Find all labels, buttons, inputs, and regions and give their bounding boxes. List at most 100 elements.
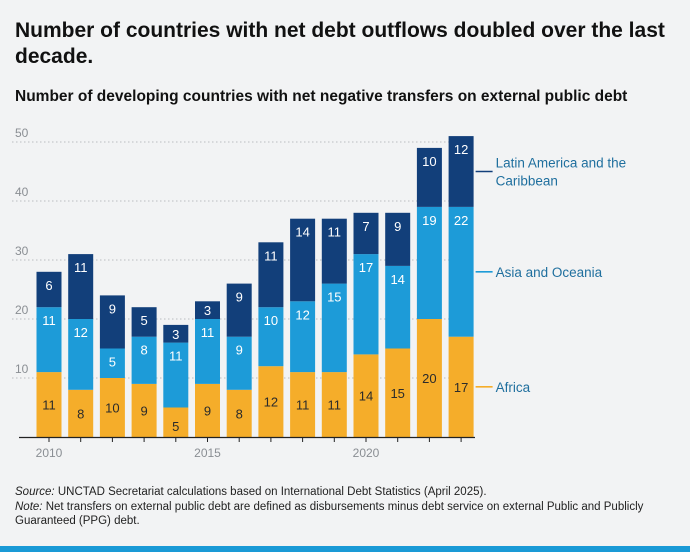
- bar-segment: [99, 348, 125, 378]
- data-label: 14: [295, 225, 309, 240]
- data-label: 11: [296, 398, 310, 413]
- note-line: Note: Net transfers on external public d…: [15, 500, 675, 529]
- bar-segment: [68, 389, 94, 437]
- chart-footer: Source: UNCTAD Secretariat calculations …: [15, 485, 675, 529]
- note-label: Note:: [15, 500, 43, 513]
- data-label: 12: [264, 395, 278, 410]
- x-tick-label: 2015: [194, 446, 221, 460]
- y-tick-label: 30: [15, 244, 29, 258]
- data-label: 15: [390, 386, 404, 401]
- data-label: 9: [394, 219, 401, 234]
- bar-segment: [68, 319, 94, 390]
- data-label: 11: [42, 398, 56, 413]
- x-tick-label: 2020: [353, 446, 380, 460]
- legend-label: Latin America and the Caribbean: [496, 156, 627, 189]
- data-label: 11: [328, 398, 342, 413]
- note-text: Net transfers on external public debt ar…: [15, 500, 644, 528]
- bar-segment: [99, 378, 125, 437]
- bar-segment: [321, 372, 347, 437]
- data-label: 10: [422, 154, 436, 169]
- data-label: 9: [140, 403, 147, 418]
- y-tick-label: 40: [15, 185, 29, 199]
- bar-segment: [321, 283, 347, 373]
- chart-title: Number of countries with net debt outflo…: [15, 19, 665, 68]
- bar-segment: [353, 354, 379, 437]
- bar-segment: [163, 342, 189, 408]
- data-label: 8: [77, 406, 84, 421]
- bar-segment: [258, 242, 284, 308]
- data-label: 22: [454, 213, 468, 228]
- data-label: 19: [422, 213, 436, 228]
- data-label: 8: [140, 343, 147, 358]
- bar-segment: [195, 301, 220, 319]
- data-label: 12: [454, 142, 468, 157]
- data-label: 12: [295, 307, 309, 322]
- data-label: 9: [236, 290, 243, 305]
- source-text: UNCTAD Secretariat calculations based on…: [54, 486, 487, 498]
- data-label: 12: [73, 325, 87, 340]
- data-label: 11: [42, 313, 56, 328]
- brand-accent-bar: [0, 546, 690, 552]
- bar-segment: [353, 254, 379, 355]
- data-label: 20: [422, 371, 436, 386]
- bar-segment: [68, 254, 94, 319]
- legend-label: Asia and Oceania: [496, 265, 603, 280]
- bar-segment: [163, 324, 189, 343]
- data-label: 9: [236, 343, 243, 358]
- bar-segment: [226, 389, 252, 437]
- bar-segment: [195, 383, 220, 437]
- bar-segment: [36, 271, 62, 308]
- bar-segment: [131, 336, 157, 384]
- data-label: 7: [362, 219, 369, 234]
- data-label: 11: [169, 349, 183, 364]
- bar-segment: [448, 206, 474, 337]
- bar-segment: [290, 372, 316, 437]
- chart-subtitle: Number of developing countries with net …: [15, 88, 628, 105]
- data-label: 11: [74, 260, 88, 275]
- bar-segment: [321, 218, 347, 284]
- data-label: 10: [105, 401, 119, 416]
- data-label: 8: [236, 406, 243, 421]
- data-label: 11: [328, 225, 342, 240]
- source-line: Source: UNCTAD Secretariat calculations …: [15, 485, 675, 500]
- y-tick-label: 50: [15, 126, 29, 140]
- bar-segment: [258, 366, 284, 437]
- bar-segment: [36, 307, 62, 373]
- data-label: 5: [140, 313, 147, 328]
- data-label: 10: [264, 313, 278, 328]
- bar-segment: [258, 307, 284, 367]
- bar-segment: [385, 348, 411, 437]
- y-tick-label: 20: [15, 303, 29, 317]
- bar-segment: [226, 283, 252, 337]
- bar-segment: [290, 218, 316, 302]
- data-label: 9: [204, 403, 211, 418]
- data-label: 3: [204, 303, 211, 318]
- bar-segment: [353, 212, 379, 255]
- bar-segment: [448, 136, 474, 207]
- legend-label: Africa: [496, 380, 531, 395]
- stacked-bar-chart: 10 20 30 40 50 11 8 10 9 5 9 8 12 11 11 14 15 20 17 11 12 5 8 1…: [12, 126, 627, 460]
- data-label: 5: [172, 419, 179, 434]
- bar-segment: [416, 319, 442, 437]
- data-label: 17: [359, 260, 373, 275]
- bar-segment: [36, 372, 62, 437]
- data-label: 6: [45, 278, 52, 293]
- bar-segment: [448, 336, 474, 437]
- data-label: 14: [359, 389, 373, 404]
- bar-segment: [163, 407, 189, 437]
- data-label: 11: [201, 325, 215, 340]
- x-tick-label: 2010: [36, 446, 63, 460]
- bar-segment: [195, 319, 220, 384]
- data-label: 17: [454, 380, 468, 395]
- data-label: 5: [109, 355, 116, 370]
- bar-segment: [99, 295, 125, 349]
- data-label: 14: [390, 272, 404, 287]
- source-label: Source:: [15, 486, 55, 498]
- bar-segment: [131, 307, 157, 337]
- bar-segment: [226, 336, 252, 390]
- data-label: 9: [109, 301, 116, 316]
- bar-segment: [416, 206, 442, 319]
- data-label: 15: [327, 290, 341, 305]
- y-tick-label: 10: [15, 362, 29, 376]
- bar-segment: [290, 301, 316, 373]
